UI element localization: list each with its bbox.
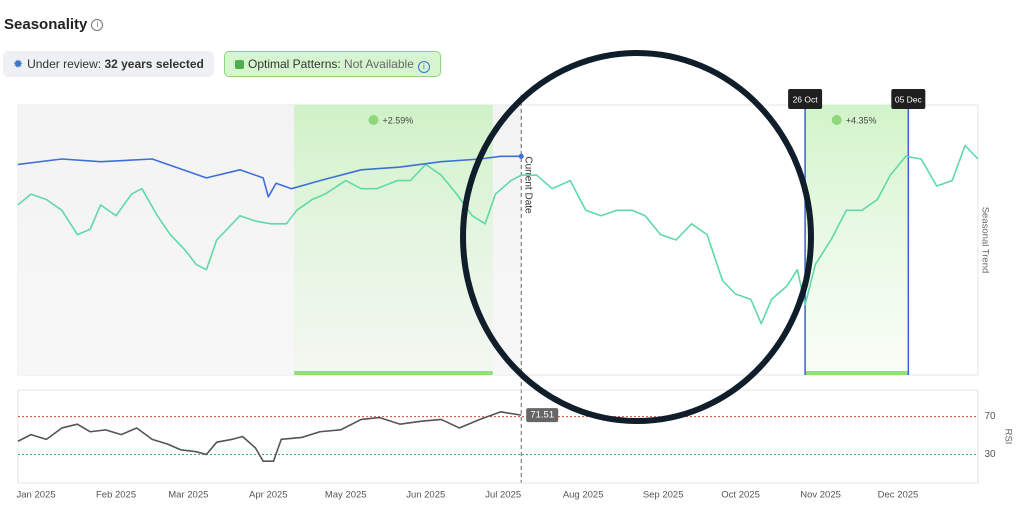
pattern: +4.35% 26 Oct 05 Dec	[788, 89, 926, 375]
value-tag	[526, 408, 559, 423]
review-pill[interactable]: ✹ Under review: 32 years selected	[3, 51, 214, 77]
pattern: +2.59%	[294, 105, 493, 375]
x-tick-label: Jan 2025	[17, 490, 56, 501]
x-tick-label: Mar 2025	[168, 490, 208, 501]
pattern-change: +4.35%	[846, 115, 877, 125]
pattern-bar	[805, 371, 909, 375]
series-line	[17, 155, 522, 198]
edge-tag-label: 05 Dec	[895, 94, 923, 104]
edge-tag	[788, 89, 823, 109]
patterns-value: Not Available	[344, 57, 414, 71]
last-point	[518, 153, 524, 159]
y-tick-label: 70	[984, 411, 996, 422]
x-tick-label: Feb 2025	[96, 490, 136, 501]
pattern-icon	[831, 115, 842, 125]
x-tick-label: Jun 2025	[406, 490, 445, 501]
pattern-shade	[294, 105, 493, 375]
review-label: Under review:	[27, 57, 102, 71]
y-axis-label: RSI	[1002, 429, 1013, 445]
x-tick-label: May 2025	[325, 490, 367, 501]
x-tick-label: Sep 2025	[643, 490, 684, 501]
highlight-circle	[460, 50, 814, 424]
x-tick-label: Dec 2025	[878, 490, 919, 501]
x-tick-label: Apr 2025	[249, 490, 288, 501]
current-date-label: Current Date	[523, 156, 534, 214]
x-tick-label: Nov 2025	[800, 490, 841, 501]
title-text: Seasonality	[4, 16, 88, 33]
value-label: 71.51	[530, 410, 554, 421]
series-line	[17, 411, 522, 462]
x-tick-label: Oct 2025	[721, 490, 760, 501]
title: Seasonality i	[4, 16, 104, 33]
series-line	[17, 144, 979, 325]
edge-tag	[891, 89, 926, 109]
pattern-change: +2.59%	[382, 115, 413, 125]
x-tick-label: Aug 2025	[563, 490, 604, 501]
patterns-label: Optimal Patterns:	[248, 57, 341, 71]
pattern-icon	[368, 115, 379, 125]
info-icon[interactable]: i	[91, 19, 104, 31]
y-axis-label: Seasonal Trend	[979, 207, 990, 274]
pattern-shade	[805, 105, 909, 375]
patterns-pill[interactable]: Optimal Patterns: Not Available i	[224, 51, 441, 77]
edge-tag-label: 26 Oct	[793, 94, 819, 104]
y-tick-label: 30	[984, 449, 996, 460]
review-value: 32 years selected	[104, 57, 204, 71]
plot-frame	[17, 389, 979, 484]
x-tick-label: Jul 2025	[485, 490, 521, 501]
pattern-bar	[294, 371, 493, 375]
